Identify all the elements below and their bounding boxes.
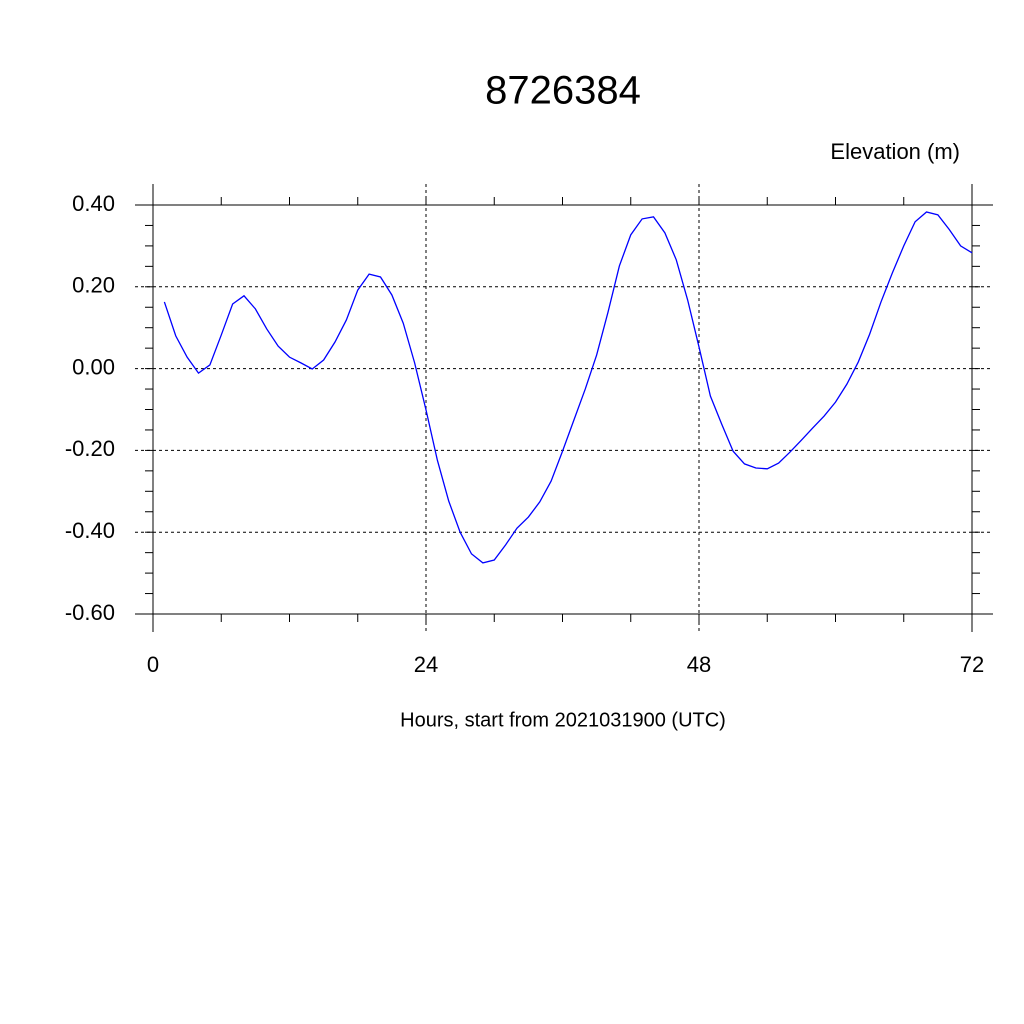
- y-axis-label: Elevation (m): [830, 139, 960, 164]
- chart-title: 8726384: [485, 69, 641, 113]
- y-tick-label: 0.20: [72, 273, 115, 298]
- y-tick-label: -0.40: [65, 518, 115, 543]
- x-tick-label: 48: [687, 652, 711, 677]
- x-axis-label: Hours, start from 2021031900 (UTC): [400, 709, 726, 731]
- y-tick-label: -0.20: [65, 436, 115, 461]
- data-line: [163, 211, 973, 564]
- plot-frame: [152, 204, 973, 615]
- x-tick-label: 72: [960, 652, 984, 677]
- y-tick-label: 0.00: [72, 354, 115, 379]
- x-tick-label: 0: [147, 652, 159, 677]
- y-tick-label: -0.60: [65, 600, 115, 625]
- y-tick-label: 0.40: [72, 191, 115, 216]
- x-tick-label: 24: [414, 652, 438, 677]
